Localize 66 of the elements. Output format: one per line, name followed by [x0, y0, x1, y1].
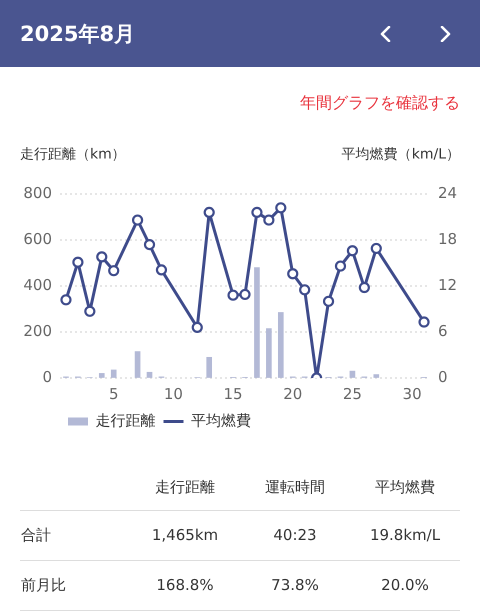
bar — [266, 328, 272, 378]
x-tick-label: 15 — [224, 384, 243, 403]
y2-tick-label: 0 — [438, 368, 448, 386]
point — [418, 316, 430, 328]
text: 20.0% — [381, 576, 429, 594]
text: 40:23 — [273, 526, 317, 544]
point — [322, 296, 334, 307]
point — [334, 260, 346, 272]
point — [72, 256, 84, 268]
point — [275, 202, 286, 214]
x-tick-label: 20 — [283, 384, 302, 403]
y-tick-label: 800 — [23, 184, 52, 202]
bar — [134, 351, 140, 378]
point — [192, 322, 203, 333]
point — [346, 245, 358, 256]
y-tick-label: 0 — [42, 368, 52, 386]
chart-title: 2025年8月 — [20, 20, 136, 48]
y2-tick-label: 12 — [438, 276, 458, 294]
point — [370, 242, 382, 254]
point — [156, 264, 168, 276]
legend-label: 平均燃費 — [191, 411, 251, 430]
bar — [350, 370, 356, 378]
point — [204, 206, 215, 218]
y-tick-label: 400 — [23, 276, 52, 294]
x-tick-label: 10 — [164, 384, 183, 403]
category-label: 前月比 — [21, 576, 66, 594]
bar — [110, 370, 117, 378]
bar — [254, 267, 260, 378]
point — [358, 282, 370, 294]
y2-tick-label: 18 — [438, 230, 458, 248]
x-tick-label: 25 — [342, 384, 362, 403]
category-label: 平均燃費 — [375, 478, 435, 496]
bar — [146, 372, 152, 378]
bar — [278, 312, 284, 378]
text: 1,465km — [152, 526, 218, 544]
category-label: 走行距離 — [155, 478, 215, 496]
bar — [98, 373, 105, 378]
point — [132, 214, 144, 226]
point — [60, 294, 72, 306]
point — [84, 306, 96, 317]
bar — [373, 374, 380, 378]
y-tick-label: 600 — [23, 230, 52, 248]
y2-tick-label: 24 — [438, 184, 458, 202]
point — [108, 265, 120, 276]
category-label: 合計 — [21, 526, 51, 544]
text: 168.8% — [156, 576, 214, 594]
point — [287, 268, 298, 280]
text: 19.8km/L — [370, 526, 440, 544]
point — [239, 288, 251, 300]
category-label: 運転時間 — [265, 478, 325, 496]
text: 73.8% — [271, 576, 319, 594]
y-tick-label: 200 — [23, 322, 52, 340]
y-axis-title: 走行距離（km） — [20, 146, 126, 163]
point — [251, 206, 263, 218]
point — [227, 290, 239, 301]
x-tick-label: 30 — [402, 384, 422, 403]
text: 年間グラフを確認する — [300, 93, 460, 114]
point — [263, 214, 274, 226]
legend-label: 走行距離 — [96, 411, 156, 430]
point — [144, 239, 156, 250]
point — [299, 284, 310, 296]
y2-axis-title: 平均燃費（km/L） — [342, 146, 460, 163]
x-tick-label: 5 — [108, 384, 118, 403]
y2-tick-label: 6 — [438, 322, 448, 340]
bar — [206, 356, 212, 378]
point — [96, 251, 108, 262]
